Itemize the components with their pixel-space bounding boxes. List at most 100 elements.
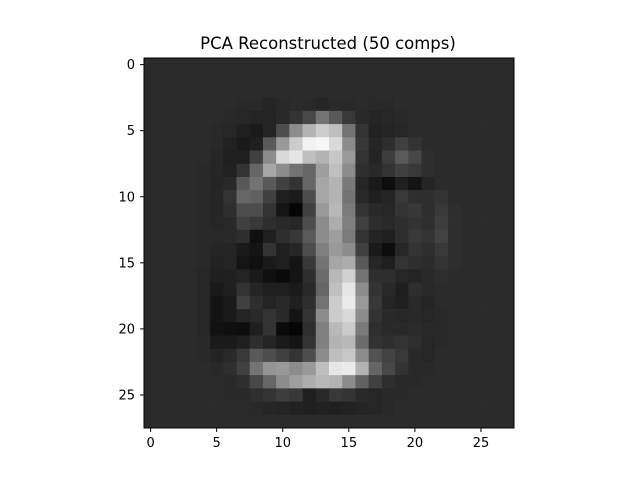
pixel-cell (170, 150, 184, 165)
pixel-cell (408, 71, 422, 85)
pixel-cell (249, 335, 264, 350)
pixel-cell (144, 401, 158, 416)
pixel-cell (157, 71, 171, 85)
pixel-cell (315, 375, 330, 389)
pixel-cell (447, 335, 462, 350)
pixel-cell (170, 361, 184, 376)
pixel-cell (434, 124, 449, 138)
pixel-cell (276, 84, 290, 98)
pixel-cell (434, 282, 449, 297)
pixel-cell (434, 322, 449, 336)
pixel-cell (487, 282, 502, 297)
pixel-cell (474, 414, 488, 429)
pixel-cell (500, 295, 515, 310)
pixel-cell (487, 150, 502, 165)
pixel-cell (355, 203, 369, 217)
pixel-cell (421, 243, 436, 257)
pixel-cell (447, 58, 462, 72)
pixel-cell (223, 84, 237, 98)
pixel-cell (355, 190, 369, 204)
pixel-cell (183, 150, 198, 165)
pixel-cell (210, 269, 224, 283)
pixel-cell (342, 269, 356, 283)
pixel-cell (395, 401, 409, 416)
pixel-cell (421, 414, 436, 429)
pixel-cell (144, 137, 158, 151)
pixel-cell (474, 97, 488, 112)
pixel-cell (170, 282, 184, 297)
pixel-cell (408, 322, 422, 336)
pixel-cell (461, 401, 475, 416)
pixel-cell (487, 124, 502, 138)
pixel-cell (447, 269, 462, 283)
pixel-cell (144, 414, 158, 429)
pixel-cell (381, 216, 396, 231)
pixel-cell (342, 190, 356, 204)
pixel-cell (447, 322, 462, 336)
pixel-cell (196, 137, 211, 151)
pixel-cell (144, 97, 158, 112)
pixel-cell (223, 163, 237, 178)
pixel-cell (447, 295, 462, 310)
pixel-cell (289, 110, 303, 125)
y-tick-label: 0 (127, 58, 135, 73)
pixel-cell (276, 97, 290, 112)
pixel-cell (210, 203, 224, 217)
pixel-cell (381, 229, 396, 244)
pixel-cell (157, 216, 171, 231)
pixel-cell (434, 401, 449, 416)
pixel-cell (355, 348, 369, 363)
pixel-cell (395, 295, 409, 310)
pixel-cell (342, 256, 356, 270)
pixel-cell (421, 176, 436, 191)
pixel-cell (408, 295, 422, 310)
pixel-cell (381, 137, 396, 151)
pixel-cell (157, 150, 171, 165)
pixel-cell (289, 97, 303, 112)
pixel-cell (276, 150, 290, 165)
pixel-cell (487, 190, 502, 204)
pixel-cell (342, 216, 356, 231)
pixel-cell (210, 190, 224, 204)
y-axis: 0 5 10 15 20 25 (118, 58, 144, 403)
y-tick-label: 15 (118, 256, 135, 271)
pixel-cell (315, 335, 330, 350)
pixel-cell (223, 295, 237, 310)
pixel-cell (461, 163, 475, 178)
pixel-cell (500, 414, 515, 429)
pixel-cell (461, 84, 475, 98)
pixel-cell (421, 216, 436, 231)
pixel-cell (395, 335, 409, 350)
pixel-cell (236, 282, 251, 297)
pixel-cell (500, 361, 515, 376)
pixel-cell (408, 84, 422, 98)
pixel-cell (210, 375, 224, 389)
pixel-cell (368, 97, 383, 112)
pixel-cell (487, 401, 502, 416)
pixel-cell (262, 282, 277, 297)
pixel-cell (408, 375, 422, 389)
pixel-cell (355, 361, 369, 376)
pixel-cell (500, 84, 515, 98)
pixel-cell (196, 243, 211, 257)
pixel-cell (461, 150, 475, 165)
pixel-cell (302, 361, 317, 376)
pixel-cell (196, 229, 211, 244)
pixel-cell (170, 58, 184, 72)
pixel-cell (395, 190, 409, 204)
pixel-cell (434, 190, 449, 204)
pixel-cell (447, 124, 462, 138)
pixel-cell (302, 348, 317, 363)
pixel-cell (236, 309, 251, 323)
pixel-cell (487, 176, 502, 191)
x-tick-label: 20 (407, 436, 424, 451)
pixel-cell (368, 295, 383, 310)
pixel-cell (289, 203, 303, 217)
pixel-cell (474, 375, 488, 389)
pixel-cell (461, 295, 475, 310)
pixel-cell (236, 71, 251, 85)
pixel-cell (355, 176, 369, 191)
pixel-cell (381, 58, 396, 72)
pixel-cell (474, 71, 488, 85)
x-tick-label: 10 (274, 436, 291, 451)
